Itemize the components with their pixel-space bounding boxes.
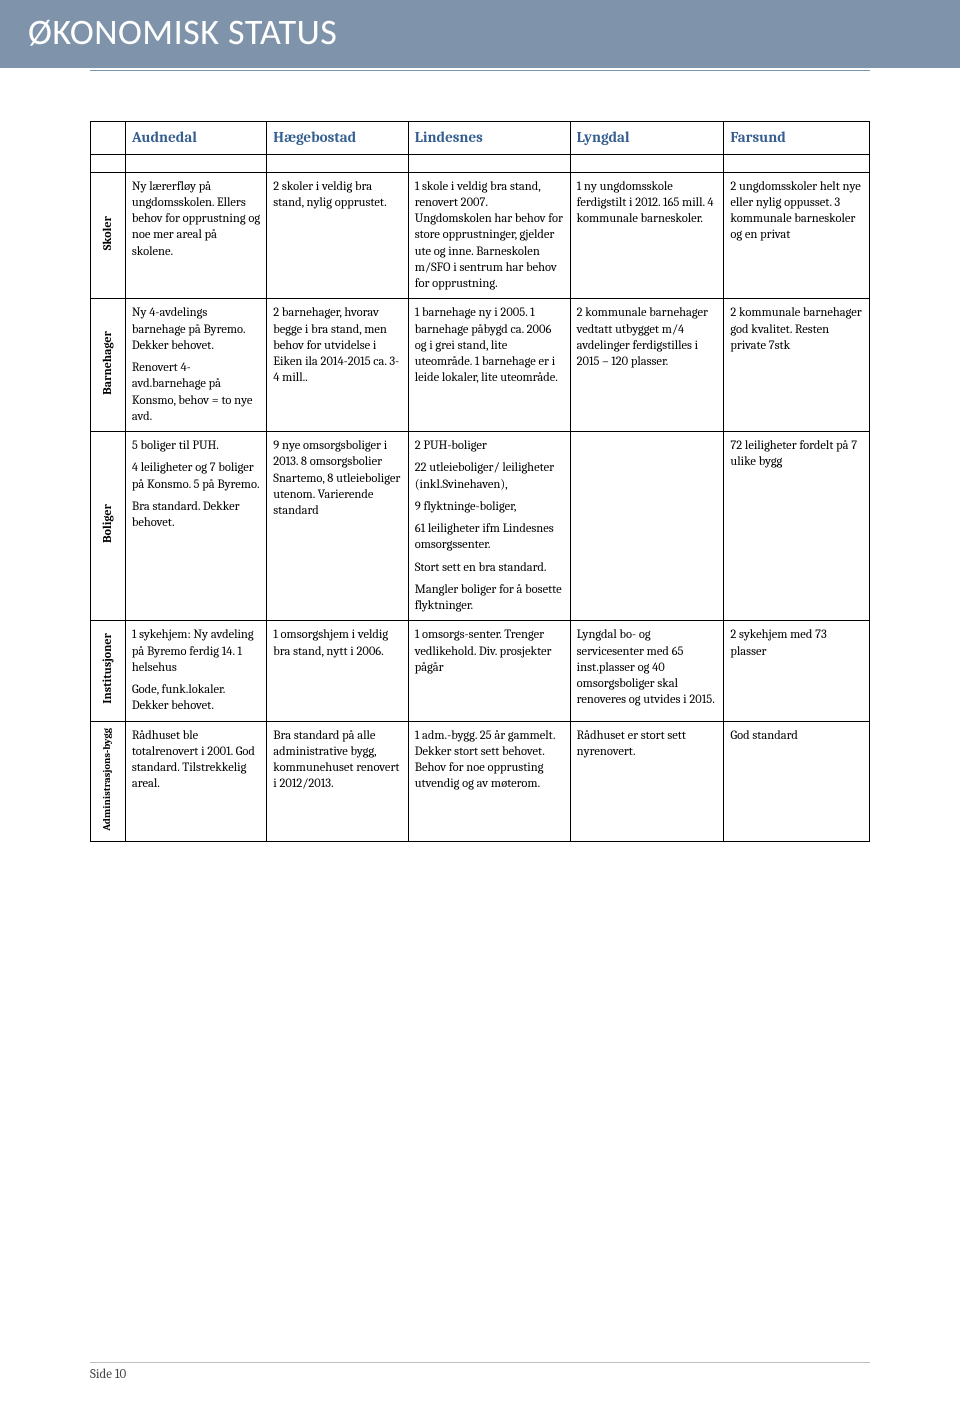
table-header-row: Audnedal Hægebostad Lindesnes Lyngdal Fa… [91, 122, 870, 155]
row-barnehager: Barnehager Ny 4-avdelings barnehage på B… [91, 299, 870, 432]
cell: 2 skoler i veldig bra stand, nylig oppru… [267, 172, 408, 299]
cell: Lyngdal bo- og servicesenter med 65 inst… [570, 621, 724, 721]
cell [570, 432, 724, 621]
col-audnedal: Audnedal [125, 122, 266, 155]
cell: 1 omsorgs-senter. Trenger vedlikehold. D… [408, 621, 570, 721]
cell: 2 ungdomsskoler helt nye eller nylig opp… [724, 172, 870, 299]
page-number: Side 10 [90, 1367, 126, 1382]
status-table: Audnedal Hægebostad Lindesnes Lyngdal Fa… [90, 121, 870, 842]
cell: 2 kommunale barnehager god kvalitet. Res… [724, 299, 870, 432]
cell: 2 sykehjem med 73 plasser [724, 621, 870, 721]
header-corner [91, 122, 126, 155]
row-adminbygg: Administrasjons-bygg Rådhuset ble totalr… [91, 721, 870, 841]
cell: 2 kommunale barnehager vedtatt utbygget … [570, 299, 724, 432]
cell: Ny lærerfløy på ungdomsskolen. Ellers be… [125, 172, 266, 299]
col-lindesnes: Lindesnes [408, 122, 570, 155]
cell: Ny 4-avdelings barnehage på Byremo. Dekk… [125, 299, 266, 432]
cell: 1 ny ungdomsskole ferdigstilt i 2012. 16… [570, 172, 724, 299]
row-skoler: Skoler Ny lærerfløy på ungdomsskolen. El… [91, 172, 870, 299]
rowhead-institusjoner: Institusjoner [91, 621, 126, 721]
cell: 1 barnehage ny i 2005. 1 barnehage påbyg… [408, 299, 570, 432]
page-footer: Side 10 [90, 1362, 870, 1382]
cell: God standard [724, 721, 870, 841]
cell: 72 leiligheter fordelt på 7 ulike bygg [724, 432, 870, 621]
cell: Rådhuset ble totalrenovert i 2001. God s… [125, 721, 266, 841]
col-lyngdal: Lyngdal [570, 122, 724, 155]
rowhead-boliger: Boliger [91, 432, 126, 621]
cell: 5 boliger til PUH. 4 leiligheter og 7 bo… [125, 432, 266, 621]
cell: 1 omsorgshjem i veldig bra stand, nytt i… [267, 621, 408, 721]
cell: 9 nye omsorgsboliger i 2013. 8 omsorgsbo… [267, 432, 408, 621]
spacer-row [91, 154, 870, 172]
cell: 1 skole i veldig bra stand, renovert 200… [408, 172, 570, 299]
cell: Bra standard på alle administrative bygg… [267, 721, 408, 841]
col-farsund: Farsund [724, 122, 870, 155]
cell: 2 PUH-boliger 22 utleieboliger/ leilighe… [408, 432, 570, 621]
rowhead-adminbygg: Administrasjons-bygg [91, 721, 126, 841]
row-institusjoner: Institusjoner 1 sykehjem: Ny avdeling på… [91, 621, 870, 721]
cell: 1 sykehjem: Ny avdeling på Byremo ferdig… [125, 621, 266, 721]
content-area: Audnedal Hægebostad Lindesnes Lyngdal Fa… [0, 71, 960, 842]
cell: 1 adm.-bygg. 25 år gammelt. Dekker stort… [408, 721, 570, 841]
page-title: ØKONOMISK STATUS [28, 10, 337, 54]
cell: Rådhuset er stort sett nyrenovert. [570, 721, 724, 841]
row-boliger: Boliger 5 boliger til PUH. 4 leiligheter… [91, 432, 870, 621]
cell: 2 barnehager, hvorav begge i bra stand, … [267, 299, 408, 432]
page-title-bar: ØKONOMISK STATUS [0, 0, 960, 68]
rowhead-barnehager: Barnehager [91, 299, 126, 432]
col-haegebostad: Hægebostad [267, 122, 408, 155]
rowhead-skoler: Skoler [91, 172, 126, 299]
page: ØKONOMISK STATUS Audnedal Hægebostad Lin… [0, 0, 960, 1408]
